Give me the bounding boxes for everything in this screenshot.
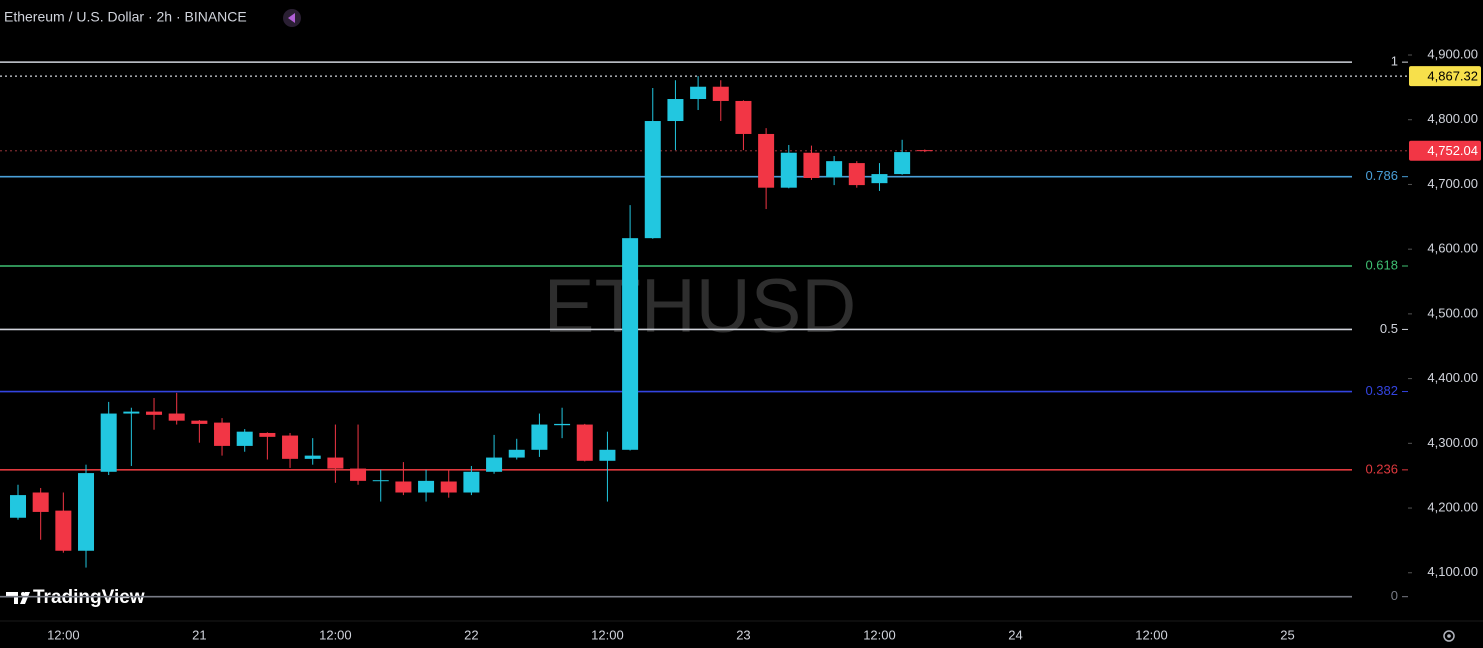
candle-body	[508, 449, 525, 458]
indicator-icon[interactable]	[283, 9, 301, 27]
candle-body	[327, 457, 344, 469]
icon-glyph[interactable]	[288, 13, 295, 23]
gear-center[interactable]	[1447, 634, 1451, 638]
x-tick-label: 25	[1280, 627, 1294, 642]
x-tick-label: 12:00	[1135, 627, 1168, 642]
candle-body	[32, 492, 49, 512]
fib-label: 0.786	[1365, 168, 1398, 183]
x-tick-label: 12:00	[591, 627, 624, 642]
candle-body	[350, 468, 367, 481]
candle-body	[10, 495, 27, 518]
x-tick-label: 23	[736, 627, 750, 642]
candle-body	[780, 152, 797, 188]
candle-body	[100, 413, 117, 472]
logo: TradingView	[6, 587, 145, 608]
candle-body	[259, 432, 276, 437]
candle-body	[146, 411, 163, 415]
candle-body	[168, 413, 185, 421]
candle-body	[395, 481, 412, 493]
y-tick-label: 4,100.00	[1427, 564, 1478, 579]
candle-body	[826, 161, 843, 178]
candle-body	[916, 150, 933, 152]
x-tick-label: 12:00	[319, 627, 352, 642]
x-tick-label: 12:00	[47, 627, 80, 642]
y-tick-label: 4,400.00	[1427, 370, 1478, 385]
candle-body	[531, 424, 548, 450]
chart-title: Ethereum / U.S. Dollar · 2h · BINANCE	[4, 9, 247, 25]
candle-body	[848, 163, 865, 186]
fib-label: 0	[1391, 588, 1398, 603]
candle-body	[282, 435, 299, 459]
candle-body	[735, 100, 752, 134]
candle-body	[123, 411, 140, 414]
candle-body	[486, 457, 503, 472]
y-tick-label: 4,500.00	[1427, 305, 1478, 320]
gear[interactable]	[1443, 630, 1455, 642]
logo-text: TradingView	[33, 587, 145, 608]
candle-body	[463, 471, 480, 493]
candle-body	[214, 422, 231, 446]
candle-body	[622, 238, 639, 450]
candle-body	[191, 420, 208, 424]
candle-body	[690, 86, 707, 100]
y-tick-label: 4,700.00	[1427, 176, 1478, 191]
candle-body	[599, 449, 616, 461]
candle-body	[576, 424, 593, 461]
candle-body	[803, 152, 820, 178]
x-tick-label: 12:00	[863, 627, 896, 642]
logo-dot	[21, 592, 25, 596]
price-marker-box	[1409, 66, 1481, 87]
candle-body	[440, 481, 457, 493]
price-marker-box	[1409, 140, 1481, 161]
candle-body	[644, 121, 661, 239]
candle-body	[554, 423, 571, 426]
y-tick-label: 4,600.00	[1427, 241, 1478, 256]
fib-label: 0.618	[1365, 257, 1398, 272]
price-marker-label: 4,752.04	[1427, 143, 1478, 158]
price-marker-label: 4,867.32	[1427, 69, 1478, 84]
candle-body	[304, 455, 321, 459]
y-tick-label: 4,300.00	[1427, 435, 1478, 450]
candle-body	[418, 480, 435, 493]
y-tick-label: 4,200.00	[1427, 499, 1478, 514]
x-tick-label: 24	[1008, 627, 1022, 642]
settings-icon[interactable]	[1443, 630, 1455, 642]
x-tick-label: 21	[192, 627, 206, 642]
candle-body	[871, 174, 888, 184]
candle-body	[78, 473, 95, 551]
candle-body	[712, 86, 729, 101]
fib-label: 0.382	[1365, 383, 1398, 398]
candle-body	[236, 431, 253, 446]
candle-body	[667, 99, 684, 122]
watermark: ETHUSD	[544, 264, 856, 349]
y-tick-label: 4,900.00	[1427, 46, 1478, 61]
y-tick-label: 4,800.00	[1427, 111, 1478, 126]
candle-body	[894, 152, 911, 175]
candle-body	[55, 510, 72, 551]
candle-body	[758, 133, 775, 188]
fib-label: 1	[1391, 54, 1398, 69]
fib-label: 0.236	[1365, 461, 1398, 476]
candle-body	[372, 480, 389, 482]
x-tick-label: 22	[464, 627, 478, 642]
fib-label: 0.5	[1380, 321, 1398, 336]
